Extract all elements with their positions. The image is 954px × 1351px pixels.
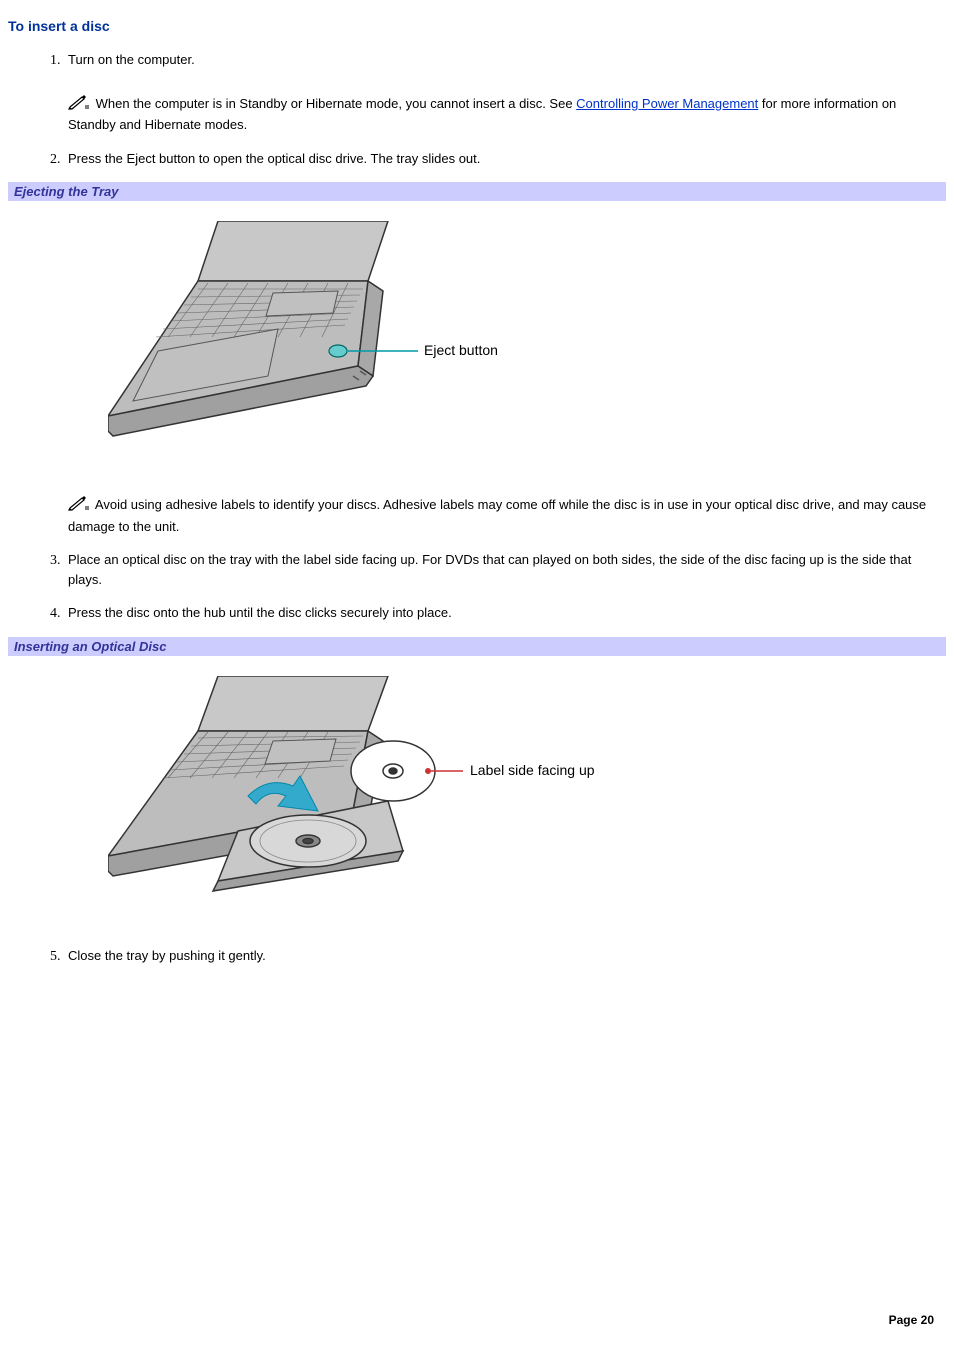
figure-1-callout-text: Eject button bbox=[424, 342, 498, 358]
step-text: Press the disc onto the hub until the di… bbox=[68, 605, 452, 620]
note-text: Avoid using adhesive labels to identify … bbox=[68, 497, 926, 533]
note-icon bbox=[68, 495, 90, 517]
note-icon bbox=[68, 94, 90, 116]
step-text: Close the tray by pushing it gently. bbox=[68, 948, 266, 963]
step-text: Place an optical disc on the tray with t… bbox=[68, 552, 911, 587]
steps-list-end: Close the tray by pushing it gently. bbox=[8, 946, 946, 966]
section-title: To insert a disc bbox=[8, 18, 946, 34]
step-2: Press the Eject button to open the optic… bbox=[64, 149, 946, 169]
step-5: Close the tray by pushing it gently. bbox=[64, 946, 946, 966]
steps-list: Turn on the computer. When the computer … bbox=[8, 50, 946, 168]
figure-1-header: Ejecting the Tray bbox=[8, 182, 946, 201]
figure-2-header: Inserting an Optical Disc bbox=[8, 637, 946, 656]
note-text-before: When the computer is in Standby or Hiber… bbox=[96, 96, 577, 111]
step-text: Turn on the computer. bbox=[68, 52, 195, 67]
step-text: Press the Eject button to open the optic… bbox=[68, 151, 480, 166]
steps-list-cont: Place an optical disc on the tray with t… bbox=[8, 550, 946, 623]
page-footer: Page 20 bbox=[889, 1313, 934, 1327]
step-1: Turn on the computer. When the computer … bbox=[64, 50, 946, 135]
step-3: Place an optical disc on the tray with t… bbox=[64, 550, 946, 589]
link-power-management[interactable]: Controlling Power Management bbox=[576, 96, 758, 111]
step-4: Press the disc onto the hub until the di… bbox=[64, 603, 946, 623]
note-item: Avoid using adhesive labels to identify … bbox=[64, 495, 946, 536]
figure-2-callout-text: Label side facing up bbox=[470, 762, 595, 778]
note-2: Avoid using adhesive labels to identify … bbox=[68, 495, 946, 536]
note-1: When the computer is in Standby or Hiber… bbox=[68, 94, 946, 135]
figure-2: Label side facing up bbox=[8, 656, 946, 946]
figure-1: Eject button bbox=[8, 201, 946, 471]
